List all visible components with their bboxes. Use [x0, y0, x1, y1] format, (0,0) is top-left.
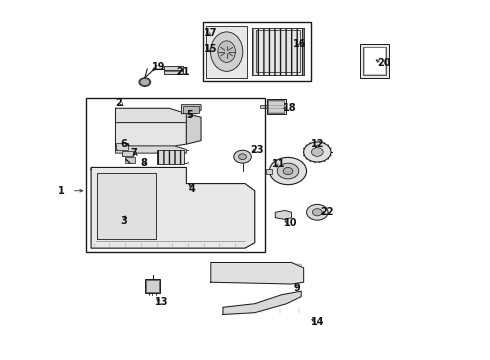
Text: 9: 9 [294, 283, 300, 293]
Text: 10: 10 [284, 218, 297, 228]
Polygon shape [211, 262, 304, 284]
Ellipse shape [139, 78, 151, 86]
Bar [116, 143, 128, 149]
Polygon shape [116, 123, 186, 146]
Text: 8: 8 [140, 158, 147, 168]
Polygon shape [223, 291, 301, 315]
Text: 14: 14 [311, 317, 324, 327]
Polygon shape [275, 211, 292, 220]
Text: 4: 4 [189, 184, 196, 194]
Text: 7: 7 [130, 148, 137, 158]
Text: 3: 3 [121, 216, 127, 226]
Text: 21: 21 [176, 67, 190, 77]
Bar [256, 31, 300, 72]
Text: 22: 22 [321, 207, 334, 217]
Bar [267, 99, 286, 114]
Bar [363, 46, 386, 75]
Ellipse shape [211, 32, 243, 71]
Polygon shape [98, 173, 156, 239]
Text: 12: 12 [311, 139, 324, 149]
Bar [164, 66, 183, 74]
Ellipse shape [307, 204, 328, 220]
Text: 1: 1 [57, 186, 64, 196]
Text: 11: 11 [272, 159, 285, 169]
Ellipse shape [234, 150, 251, 163]
Ellipse shape [277, 163, 299, 179]
Ellipse shape [304, 142, 331, 162]
Polygon shape [181, 105, 201, 114]
Text: 2: 2 [116, 98, 122, 108]
Text: 23: 23 [250, 144, 264, 154]
Bar [266, 168, 272, 174]
Bar [203, 22, 311, 81]
Bar [360, 44, 389, 78]
Ellipse shape [283, 167, 293, 175]
Bar [86, 98, 265, 252]
Bar [214, 264, 301, 282]
Ellipse shape [312, 148, 323, 156]
Text: 16: 16 [293, 39, 306, 49]
Bar [269, 100, 284, 113]
Ellipse shape [270, 157, 307, 185]
Polygon shape [91, 167, 255, 248]
Bar [364, 47, 385, 74]
Bar [260, 105, 267, 108]
Polygon shape [116, 108, 186, 123]
Ellipse shape [239, 154, 246, 159]
Ellipse shape [140, 78, 150, 86]
Polygon shape [186, 114, 201, 144]
Text: 5: 5 [186, 111, 193, 121]
Ellipse shape [313, 209, 322, 216]
Polygon shape [116, 146, 186, 153]
Text: 6: 6 [121, 139, 127, 149]
Bar [147, 280, 159, 292]
Bar [206, 26, 247, 78]
Bar [252, 28, 304, 75]
Bar [157, 149, 184, 164]
Bar [122, 150, 133, 156]
Bar [125, 157, 135, 163]
Ellipse shape [218, 41, 236, 62]
Text: 13: 13 [155, 297, 168, 307]
Text: 17: 17 [203, 28, 217, 38]
Text: 20: 20 [377, 58, 391, 68]
Text: 18: 18 [283, 103, 297, 113]
Bar [145, 279, 160, 293]
Text: 15: 15 [203, 44, 217, 54]
Text: 19: 19 [152, 62, 166, 72]
Bar [183, 106, 198, 113]
